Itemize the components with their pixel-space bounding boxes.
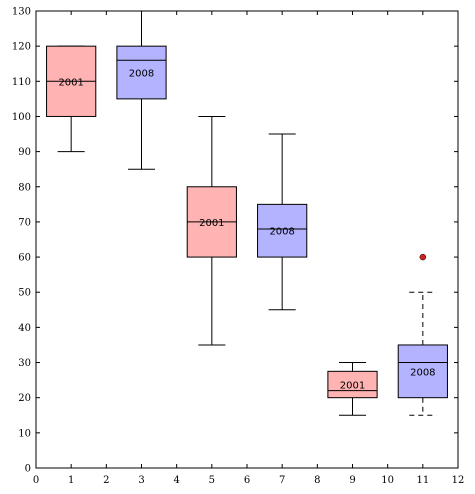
- outlier-point: [419, 253, 427, 261]
- box-label: 2008: [269, 227, 294, 238]
- x-tick-label: 11: [416, 475, 429, 486]
- y-tick-label: 20: [18, 393, 31, 404]
- box-2001-x9: 2001: [327, 362, 378, 416]
- x-tick-label: 0: [33, 475, 39, 486]
- y-tick-label: 0: [25, 464, 31, 475]
- x-tick-label: 9: [349, 475, 355, 486]
- y-tick-label: 10: [18, 428, 31, 439]
- x-tick-label: 12: [452, 475, 465, 486]
- x-tick-label: 4: [173, 475, 179, 486]
- y-tick-label: 120: [12, 42, 31, 53]
- y-tick-label: 110: [12, 77, 31, 88]
- y-tick-label: 90: [18, 147, 31, 158]
- box-2008-x7: 2008: [257, 133, 308, 311]
- plot-area: 2001 2008 2001 2008 2001 2008: [46, 10, 448, 416]
- box-label: 2001: [340, 381, 365, 392]
- x-tick-label: 10: [381, 475, 394, 486]
- x-tick-label: 1: [68, 475, 74, 486]
- box-label: 2008: [129, 69, 154, 80]
- x-tick-label: 7: [279, 475, 285, 486]
- x-tick-label: 2: [103, 475, 109, 486]
- x-tick-label: 3: [138, 475, 144, 486]
- y-tick-label: 100: [12, 112, 31, 123]
- x-tick-label: 5: [209, 475, 215, 486]
- y-tick-label: 30: [18, 358, 31, 369]
- box-label: 2008: [410, 367, 435, 378]
- plot-frame: [35, 10, 459, 469]
- box-label: 2001: [199, 218, 224, 229]
- box-body: [397, 344, 448, 399]
- box-body: [116, 45, 167, 100]
- y-tick-label: 40: [18, 323, 31, 334]
- y-tick-label: 50: [18, 288, 31, 299]
- x-tick-label: 6: [244, 475, 250, 486]
- y-tick-label: 70: [18, 217, 31, 228]
- box-2001-x1: 2001: [46, 45, 97, 153]
- box-2008-x11: 2008: [397, 253, 448, 416]
- axes: 0 1 2 3 4 5 6 7 8 9 10 11 12010203040506070809010011…: [12, 7, 464, 487]
- box-2008-x3: 2008: [116, 10, 167, 170]
- y-tick-label: 130: [12, 7, 31, 18]
- box-2001-x5: 2001: [186, 115, 237, 346]
- x-tick-label: 8: [314, 475, 320, 486]
- box-body: [257, 203, 308, 258]
- box-body: [327, 370, 378, 399]
- y-tick-label: 80: [18, 182, 31, 193]
- y-tick-label: 60: [18, 253, 31, 264]
- box-label: 2001: [58, 77, 83, 88]
